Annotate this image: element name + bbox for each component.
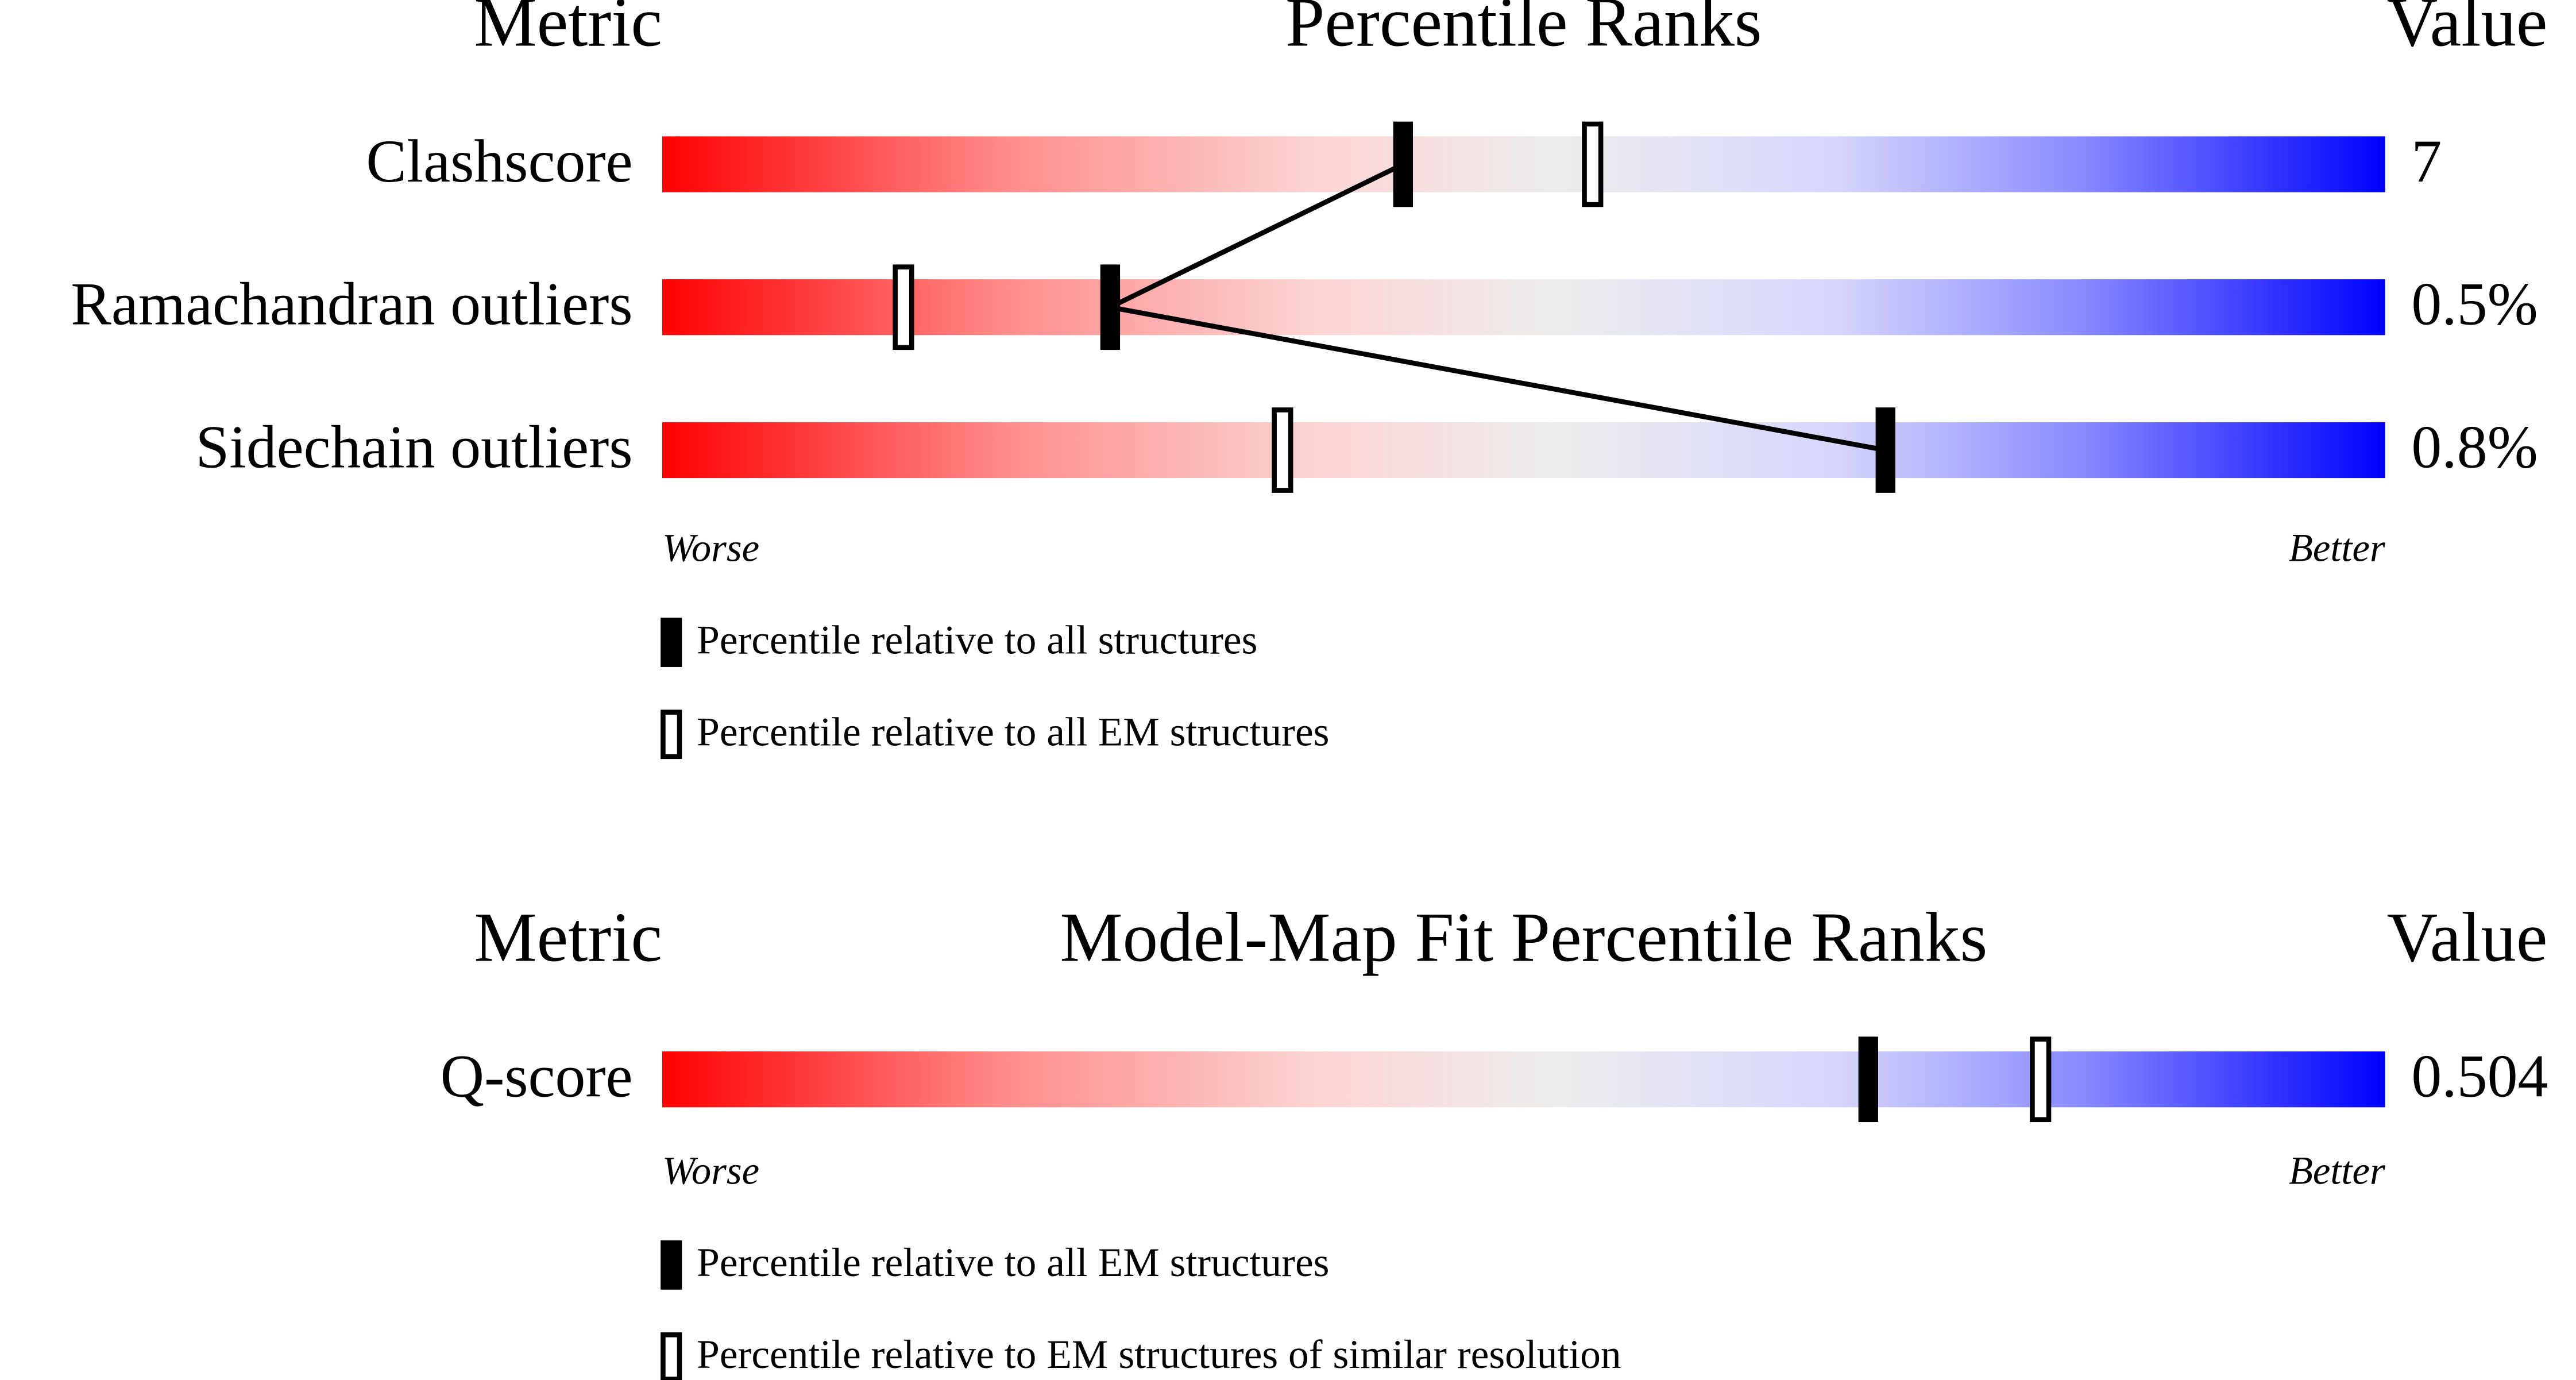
value-header: Value (2387, 0, 2548, 61)
percentile-marker (1582, 121, 1604, 207)
legend-icon (661, 1240, 682, 1290)
legend-icon (661, 710, 682, 760)
legend-label: Percentile relative to all EM structures (697, 709, 1329, 754)
connector-line (1109, 162, 1404, 310)
legend-icon (661, 618, 682, 667)
metric-value: 0.8% (2411, 414, 2538, 481)
panel-title: Percentile Ranks (1285, 0, 1762, 61)
connector-line (1110, 304, 1886, 453)
axis-high-label: Better (2289, 526, 2385, 570)
metric-value: 7 (2411, 128, 2442, 195)
legend-label: Percentile relative to EM structures of … (697, 1332, 1621, 1377)
percentile-marker (1393, 121, 1413, 207)
percentile-scale (662, 1051, 2385, 1108)
legend-icon (661, 1332, 682, 1380)
legend-label: Percentile relative to all EM structures (697, 1240, 1329, 1285)
percentile-marker (893, 264, 914, 350)
percentile-scale (662, 422, 2385, 479)
metric-value: 0.504 (2411, 1043, 2548, 1110)
percentile-marker (2030, 1036, 2052, 1123)
percentile-marker (1272, 407, 1293, 493)
metric-header: Metric (474, 897, 662, 976)
metric-header: Metric (474, 0, 662, 61)
metric-label: Q-score (441, 1043, 633, 1110)
axis-low-label: Worse (662, 526, 759, 570)
percentile-marker (1875, 407, 1895, 493)
axis-high-label: Better (2289, 1148, 2385, 1192)
value-header: Value (2387, 897, 2548, 976)
axis-low-label: Worse (662, 1148, 759, 1192)
metric-label: Ramachandran outliers (71, 271, 632, 338)
percentile-marker (1858, 1036, 1878, 1123)
panel-title: Model-Map Fit Percentile Ranks (1060, 897, 1987, 976)
metric-label: Sidechain outliers (196, 414, 633, 481)
percentile-scale (662, 136, 2385, 192)
metric-value: 0.5% (2411, 271, 2538, 338)
metric-label: Clashscore (366, 128, 632, 195)
legend-label: Percentile relative to all structures (697, 617, 1257, 662)
percentile-scale (662, 279, 2385, 336)
percentile-marker (1100, 264, 1121, 350)
